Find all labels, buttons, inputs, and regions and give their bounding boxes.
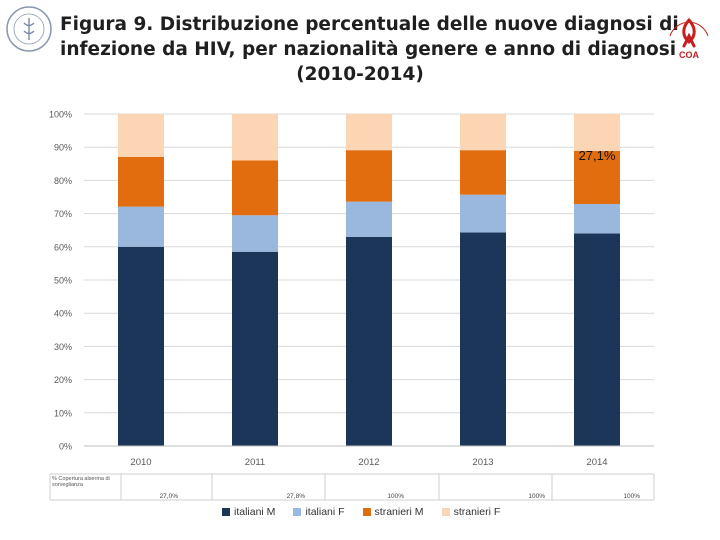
table-row-label: % Copertura alserma di sorveglianza (52, 476, 110, 488)
bar-segment-italiani-F-2014 (574, 203, 620, 234)
legend-item-stranieri-F: stranieri F (441, 506, 501, 518)
table-value-2014: 100% (623, 493, 640, 500)
bar-segment-stranieri-F-2014 (574, 114, 620, 151)
y-tick-label: 30% (54, 342, 72, 352)
x-axis-ticks: 2010 2011 2012 2013 2014 (130, 457, 607, 468)
iss-seal-logo (6, 6, 52, 52)
legend-swatch (441, 508, 450, 516)
legend-item-italiani-F: italiani F (293, 506, 345, 518)
y-tick-label: 70% (54, 209, 72, 219)
bar-segment-italiani-F-2011 (232, 215, 278, 252)
bar-segment-stranieri-M-2012 (346, 150, 392, 202)
x-tick-label-2011: 2011 (245, 457, 265, 468)
y-tick-label: 50% (54, 276, 72, 286)
table-value-2013: 100% (528, 493, 545, 500)
bar-segment-stranieri-M-2014 (574, 150, 620, 204)
bar-segment-stranieri-F-2010 (118, 114, 164, 157)
chart-legend: italiani M italiani F stranieri M stranieri… (222, 505, 500, 519)
y-tick-label: 90% (54, 143, 72, 153)
bar-segment-italiani-M-2010 (118, 246, 164, 446)
bar-segment-stranieri-M-2011 (232, 160, 278, 216)
bar-segment-italiani-M-2012 (346, 236, 392, 446)
bar-segment-italiani-F-2012 (346, 201, 392, 237)
bar-segment-stranieri-M-2010 (118, 156, 164, 207)
bar-segment-italiani-M-2011 (232, 251, 278, 446)
y-tick-label: 0% (59, 442, 72, 452)
y-axis-ticks: 0% 10% 20% 30% 40% 50% 60% 70% 80% 90% 100% (49, 110, 72, 452)
bar-segment-italiani-M-2014 (574, 233, 620, 446)
legend-item-italiani-M: italiani M (222, 506, 275, 518)
legend-label: italiani M (234, 506, 276, 518)
x-tick-label-2010: 2010 (130, 457, 151, 468)
x-tick-label-2014: 2014 (586, 457, 607, 468)
data-table-values: 27,0% 27,8% 100% 100% 100% (160, 493, 641, 500)
annotation-2014: 27,1% (579, 148, 616, 163)
y-tick-label: 10% (54, 408, 72, 418)
y-tick-label: 80% (54, 176, 72, 186)
legend-swatch (362, 508, 371, 516)
y-tick-label: 100% (49, 110, 72, 120)
legend-swatch (293, 508, 302, 516)
legend-label: stranieri F (453, 506, 501, 518)
coa-logo-text: COA (679, 50, 700, 60)
bar-segment-stranieri-M-2013 (460, 150, 506, 195)
legend-swatch (222, 508, 230, 516)
bar-segment-stranieri-F-2012 (346, 114, 392, 151)
chart-title: Figura 9. Distribuzione percentuale dell… (60, 12, 679, 87)
table-value-2012: 100% (387, 493, 404, 500)
bar-segment-italiani-M-2013 (460, 232, 506, 446)
bar-segment-italiani-F-2010 (118, 206, 164, 247)
legend-item-stranieri-M: stranieri M (362, 506, 424, 518)
legend-label: italiani F (305, 506, 345, 518)
table-value-2011: 27,8% (287, 493, 306, 500)
legend-label: stranieri M (374, 506, 424, 518)
y-tick-label: 40% (54, 309, 72, 319)
table-value-2010: 27,0% (160, 493, 179, 500)
bars (118, 114, 620, 446)
data-table-grid (49, 473, 655, 501)
bar-segment-stranieri-F-2013 (460, 114, 506, 151)
y-tick-label: 20% (54, 375, 72, 385)
x-tick-label-2012: 2012 (358, 457, 379, 468)
bar-segment-italiani-F-2013 (460, 194, 506, 233)
title-line-3: (2010-2014) (296, 64, 424, 85)
x-tick-label-2013: 2013 (472, 457, 493, 468)
bar-segment-stranieri-F-2011 (232, 114, 278, 161)
y-tick-label: 60% (54, 242, 72, 252)
title-line-1: Figura 9. Distribuzione percentuale dell… (60, 14, 679, 35)
title-line-2: infezione da HIV, per nazionalità genere… (60, 39, 677, 60)
coa-logo: COA (669, 18, 709, 60)
